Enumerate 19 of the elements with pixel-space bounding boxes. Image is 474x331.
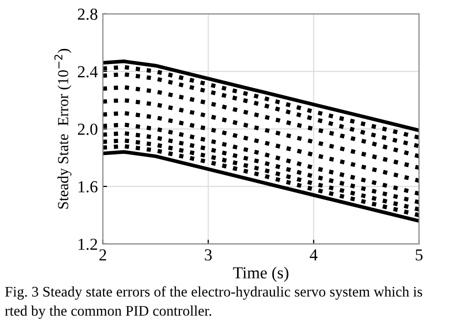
y-tick-label: 2.4 bbox=[78, 66, 98, 78]
line-series bbox=[102, 131, 420, 204]
x-tick-label: 5 bbox=[416, 249, 423, 261]
text: rted by the common PID controller. bbox=[5, 306, 212, 319]
line-series bbox=[102, 122, 420, 196]
line-series bbox=[102, 111, 420, 183]
y-tick-label: 1.2 bbox=[78, 238, 98, 250]
y-tick-label: 2.8 bbox=[78, 8, 98, 20]
line-series bbox=[102, 98, 420, 170]
x-tick-label: 3 bbox=[204, 249, 212, 261]
line-series bbox=[102, 72, 420, 148]
x-tick-label: 4 bbox=[310, 249, 318, 260]
y-tick-label: 1.6 bbox=[78, 181, 98, 192]
y-axis-title: Steady State Error (10$^{−2}$) bbox=[54, 48, 72, 209]
caption: Fig. 3 Steady state errors of the electro-hydraulic servo system which is bbox=[5, 286, 422, 300]
line-series bbox=[102, 85, 420, 158]
x-axis-title: Time (s) bbox=[233, 266, 288, 282]
y-tick-label: 2.0 bbox=[78, 124, 98, 135]
x-tick-label: 2 bbox=[99, 249, 106, 260]
